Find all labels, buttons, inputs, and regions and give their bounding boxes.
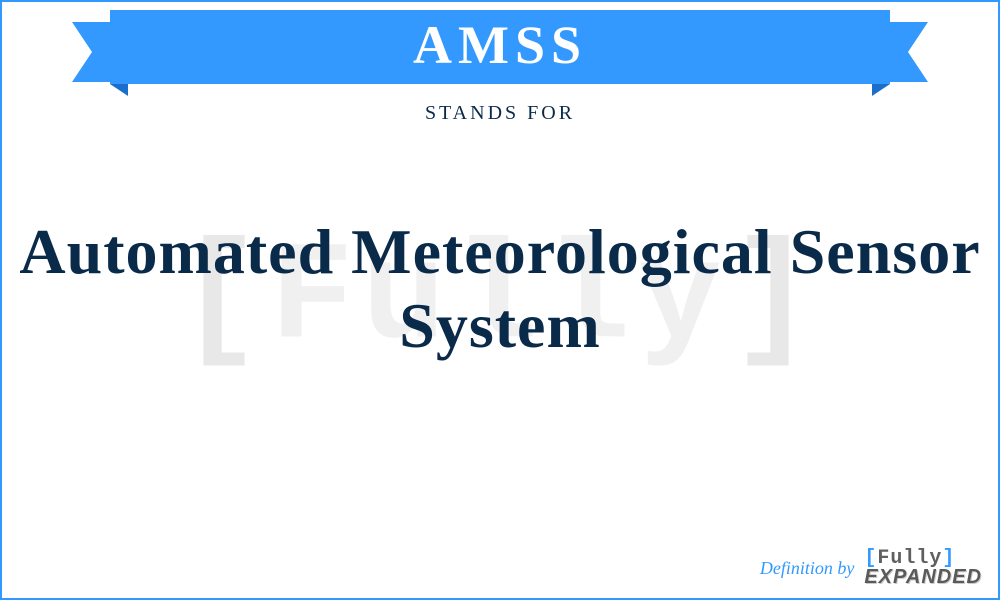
ribbon-fold-left — [110, 84, 128, 96]
acronym-ribbon: AMSS — [110, 10, 890, 84]
acronym-text: AMSS — [413, 15, 587, 75]
definition-text: Automated Meteorological Sensor System — [2, 215, 998, 362]
stands-for-label: STANDS FOR — [2, 102, 998, 125]
definition-by-label: Definition by — [760, 558, 854, 579]
footer: Definition by [Fully] EXPANDED — [760, 550, 982, 586]
ribbon-fold-right — [872, 84, 890, 96]
brand-logo: [Fully] EXPANDED — [864, 550, 982, 586]
logo-bottom-text: EXPANDED — [864, 568, 982, 586]
ribbon-banner: AMSS — [2, 10, 998, 84]
